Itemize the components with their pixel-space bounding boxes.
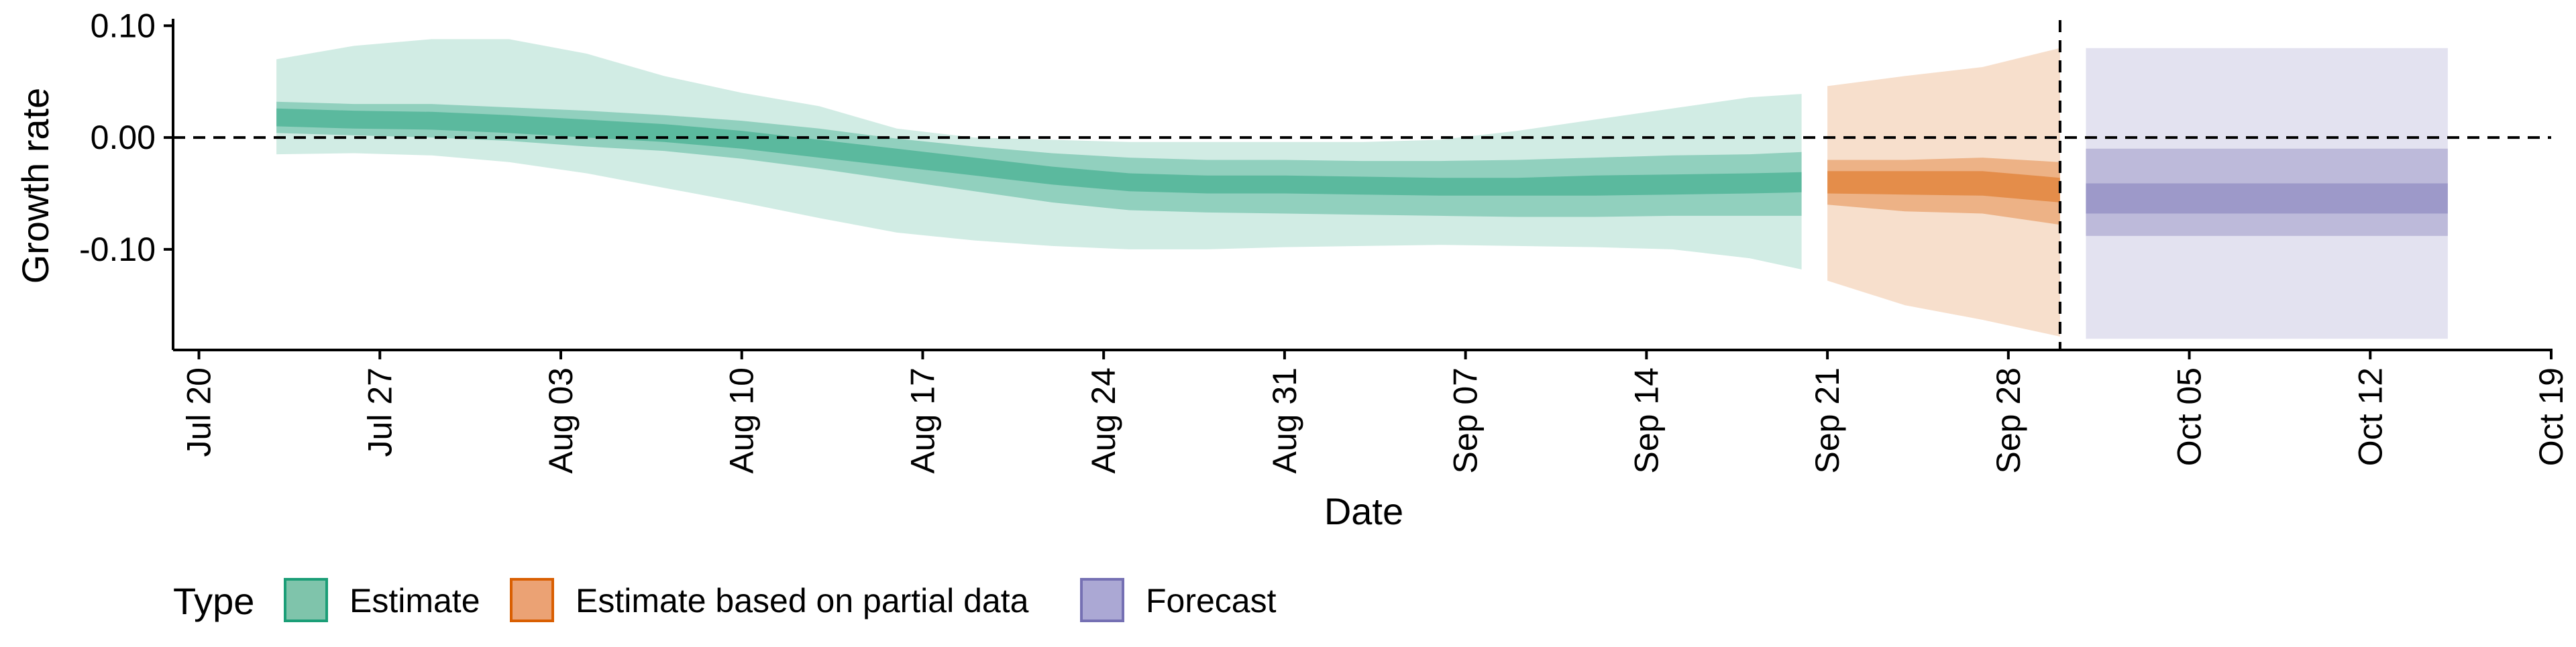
legend-label: Estimate based on partial data bbox=[576, 582, 1029, 620]
legend-title: Type bbox=[173, 580, 254, 622]
x-axis-title: Date bbox=[1324, 490, 1403, 532]
x-tick-label: Jul 27 bbox=[361, 367, 398, 457]
x-tick-label: Aug 03 bbox=[542, 367, 580, 473]
x-tick-label: Sep 07 bbox=[1447, 367, 1485, 473]
y-axis-title: Growth rate bbox=[14, 88, 56, 284]
y-tick-label: 0.00 bbox=[91, 119, 156, 156]
forecast-band-ci-20 bbox=[2086, 183, 2448, 214]
y-tick-label: -0.10 bbox=[79, 231, 156, 268]
x-tick-label: Jul 20 bbox=[180, 367, 218, 457]
x-tick-label: Oct 12 bbox=[2351, 367, 2389, 466]
legend: Type Estimate Estimate based on partial d… bbox=[173, 578, 1277, 622]
legend-swatch-forecast bbox=[1080, 578, 1124, 622]
x-tick-label: Aug 31 bbox=[1266, 367, 1303, 473]
legend-swatch-estimate bbox=[284, 578, 328, 622]
band-layer bbox=[276, 39, 2448, 339]
reference-line-layer bbox=[173, 20, 2551, 350]
estimate-based-on-partial-data-band-ci-90 bbox=[1827, 48, 2060, 337]
estimate-band-ci-90 bbox=[276, 39, 1802, 270]
legend-label: Forecast bbox=[1146, 582, 1277, 620]
x-tick-label: Sep 28 bbox=[1990, 367, 2027, 473]
axes-layer: 0.10 0.00 -0.10 Jul 20 Jul 27 Aug 03 Aug 10 Aug… bbox=[79, 7, 2570, 473]
legend-label: Estimate bbox=[350, 582, 480, 620]
x-tick-label: Oct 05 bbox=[2171, 367, 2208, 466]
legend-swatch-estimate-based-on-partial-data bbox=[510, 578, 554, 622]
forecast-band-ci-90 bbox=[2086, 48, 2448, 339]
x-tick-label: Oct 19 bbox=[2532, 367, 2570, 466]
estimate-based-on-partial-data-band-ci-50 bbox=[1827, 158, 2060, 225]
x-tick-label: Aug 17 bbox=[904, 367, 941, 473]
forecast-band-ci-50 bbox=[2086, 148, 2448, 236]
estimate-band-ci-50 bbox=[276, 101, 1802, 217]
x-tick-label: Aug 10 bbox=[723, 367, 761, 473]
x-tick-label: Sep 14 bbox=[1627, 367, 1665, 473]
x-tick-label: Sep 21 bbox=[1809, 367, 1846, 473]
x-tick-label: Aug 24 bbox=[1085, 367, 1122, 473]
y-tick-label: 0.10 bbox=[91, 7, 156, 44]
estimate-based-on-partial-data-band-ci-20 bbox=[1827, 171, 2060, 202]
estimate-band-ci-20 bbox=[276, 108, 1802, 196]
